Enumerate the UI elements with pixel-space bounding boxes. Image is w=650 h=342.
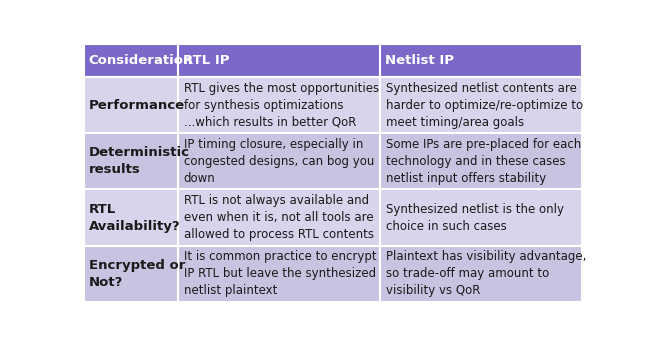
Text: Performance: Performance [89,99,185,112]
Text: RTL
Availability?: RTL Availability? [89,202,181,233]
Bar [380,44,582,77]
Text: Netlist IP: Netlist IP [385,54,454,67]
Bar [177,189,380,246]
Bar [84,189,177,246]
Bar [177,44,380,77]
Text: Synthesized netlist contents are
harder to optimize/re-optimize to
meet timing/a: Synthesized netlist contents are harder … [386,82,583,129]
Bar [177,246,380,302]
Bar [177,77,380,133]
Text: Deterministic
results: Deterministic results [89,146,190,176]
Bar [84,77,177,133]
Text: Synthesized netlist is the only
choice in such cases: Synthesized netlist is the only choice i… [386,202,564,233]
Text: Consideration: Consideration [89,54,193,67]
Bar [380,77,582,133]
Bar [84,133,177,189]
Bar [380,246,582,302]
Text: It is common practice to encrypt
IP RTL but leave the synthesized
netlist plaint: It is common practice to encrypt IP RTL … [183,250,376,297]
Bar [177,133,380,189]
Text: Plaintext has visibility advantage,
so trade-off may amount to
visibility vs QoR: Plaintext has visibility advantage, so t… [386,250,586,297]
Bar [380,189,582,246]
Text: Encrypted or
Not?: Encrypted or Not? [89,259,185,289]
Text: RTL is not always available and
even when it is, not all tools are
allowed to pr: RTL is not always available and even whe… [183,194,374,241]
Text: RTL gives the most opportunities
for synthesis optimizations
...which results in: RTL gives the most opportunities for syn… [183,82,379,129]
Text: Some IPs are pre-placed for each
technology and in these cases
netlist input off: Some IPs are pre-placed for each technol… [386,138,581,185]
Text: RTL IP: RTL IP [183,54,229,67]
Bar [84,246,177,302]
Text: IP timing closure, especially in
congested designs, can bog you
down: IP timing closure, especially in congest… [183,138,374,185]
Bar [84,44,177,77]
Bar [380,133,582,189]
